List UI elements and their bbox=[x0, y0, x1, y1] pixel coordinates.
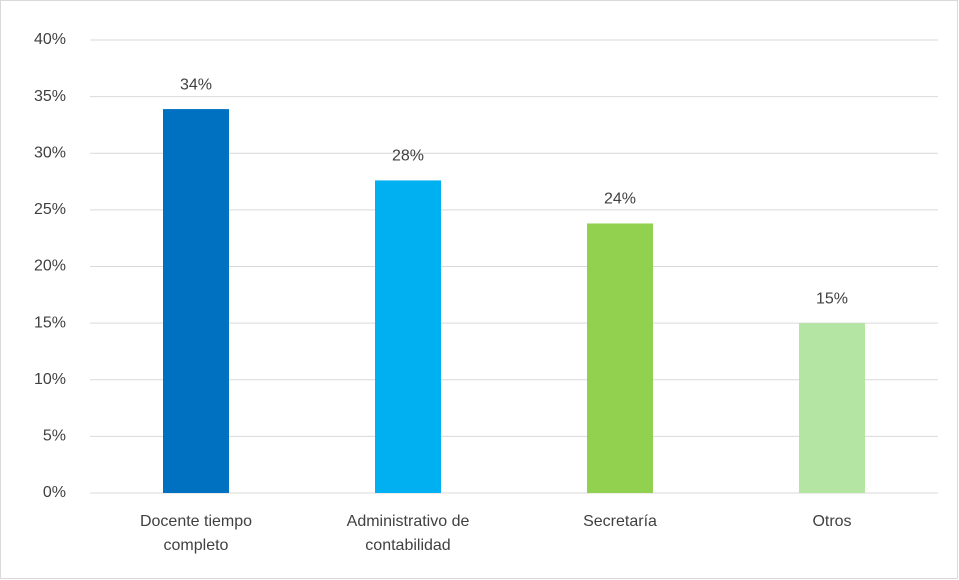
y-tick-label: 40% bbox=[34, 31, 66, 48]
data-label: 34% bbox=[180, 76, 212, 93]
bar bbox=[799, 323, 865, 493]
x-tick-label: Docente tiempo completo bbox=[139, 513, 253, 554]
y-tick-label: 20% bbox=[34, 258, 66, 275]
x-tick-label: Otros bbox=[812, 513, 852, 530]
y-tick-label: 30% bbox=[34, 144, 66, 161]
y-tick-label: 5% bbox=[43, 428, 66, 445]
bar bbox=[163, 109, 229, 494]
data-label: 15% bbox=[816, 290, 848, 307]
y-tick-label: 15% bbox=[34, 314, 66, 331]
y-tick-label: 10% bbox=[34, 371, 66, 388]
bar bbox=[587, 223, 653, 493]
x-tick-label: Secretaría bbox=[583, 513, 657, 530]
y-tick-label: 25% bbox=[34, 201, 66, 218]
bar bbox=[375, 180, 441, 493]
x-tick-label: Administrativo de contabilidad bbox=[346, 513, 470, 554]
y-tick-label: 0% bbox=[43, 484, 66, 501]
data-label: 28% bbox=[392, 148, 424, 165]
data-label: 24% bbox=[604, 191, 636, 208]
y-tick-label: 35% bbox=[34, 88, 66, 105]
